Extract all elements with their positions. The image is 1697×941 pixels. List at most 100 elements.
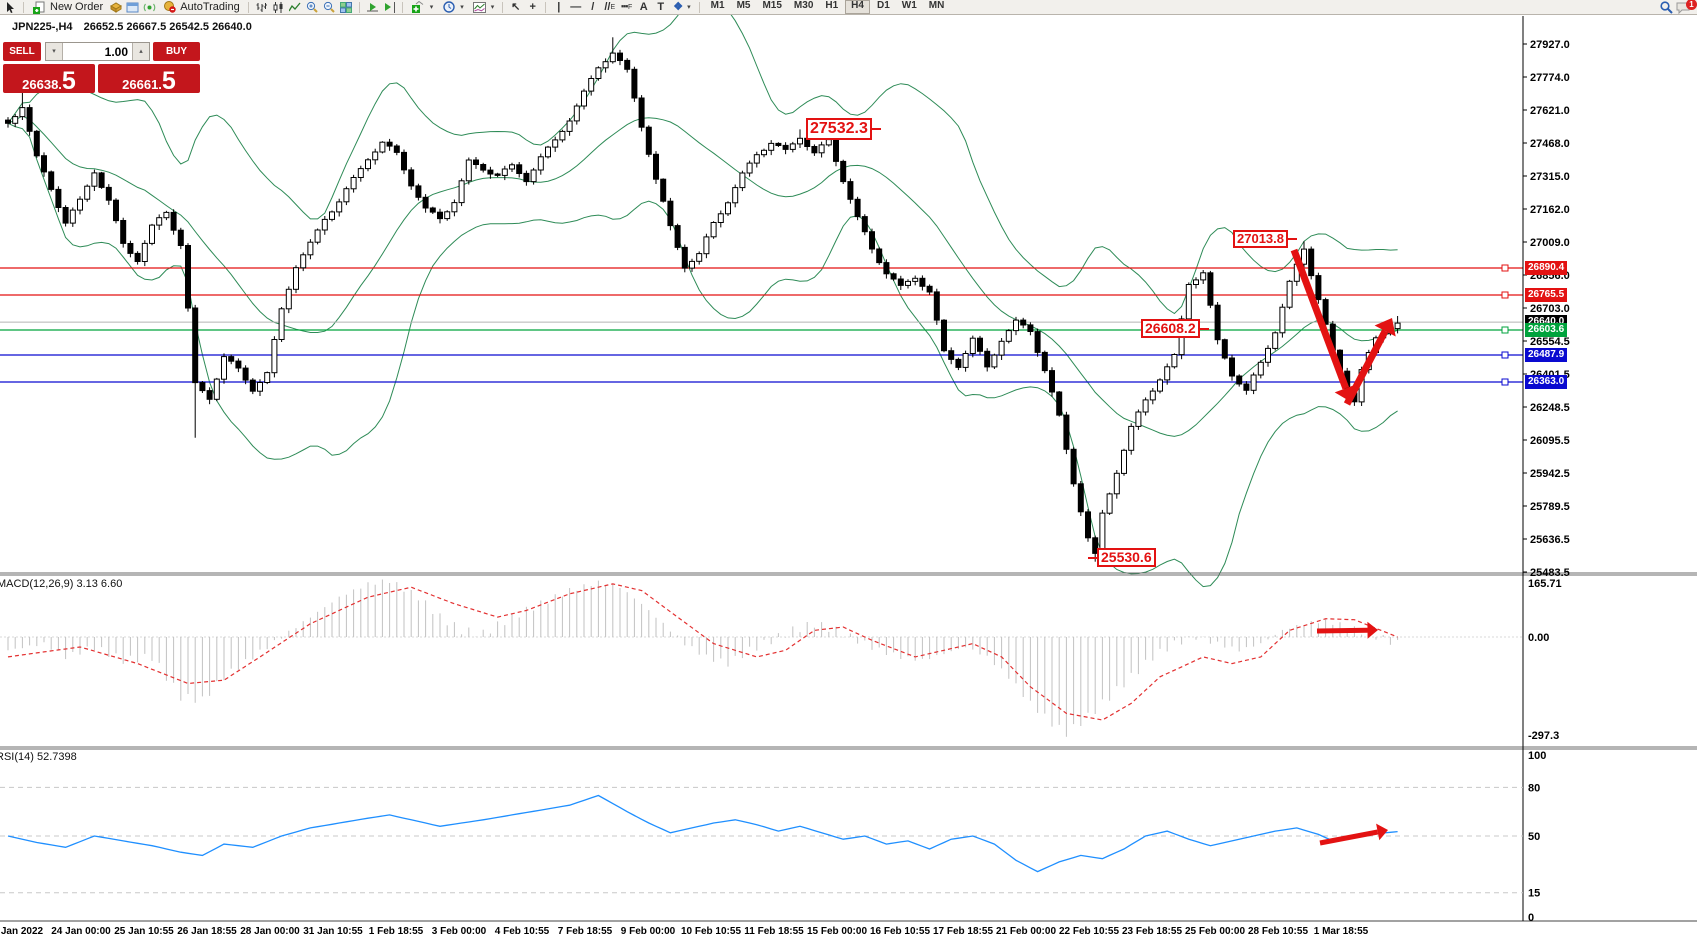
time-axis[interactable] xyxy=(0,921,1523,941)
buy-button[interactable]: BUY xyxy=(153,42,200,61)
channel-tool-icon[interactable]: //E xyxy=(604,0,616,13)
level-price-tag-26363.0[interactable]: 26363.0 xyxy=(1525,374,1568,389)
svg-text:9 Feb 00:00: 9 Feb 00:00 xyxy=(621,926,676,937)
svg-text:25942.5: 25942.5 xyxy=(1530,468,1570,480)
timeframe-button-m15[interactable]: M15 xyxy=(762,0,782,11)
ohlc-values: 26652.5 26667.5 26542.5 26640.0 xyxy=(83,21,252,33)
price-axis[interactable] xyxy=(1523,16,1697,921)
sell-price-tile[interactable]: 26638. 5 xyxy=(3,64,95,95)
toolbar: New Order AutoTrading xyxy=(0,0,1697,15)
market-window-icon[interactable] xyxy=(125,1,140,14)
autoscroll-icon[interactable] xyxy=(365,1,380,14)
price-callout-27013.8[interactable]: 27013.8 xyxy=(1233,230,1297,249)
new-order-button[interactable]: New Order xyxy=(29,1,106,14)
level-price-tag-26890.4[interactable]: 26890.4 xyxy=(1525,260,1568,275)
notifications-button[interactable]: 1 xyxy=(1676,0,1697,14)
svg-text:-297.3: -297.3 xyxy=(1528,730,1559,742)
svg-text:3 Feb 00:00: 3 Feb 00:00 xyxy=(432,926,487,937)
timeframe-buttons: M1 M5 M15 M30 H1 H4 D1 W1 MN xyxy=(705,0,951,14)
autotrading-button[interactable]: AutoTrading xyxy=(159,1,243,14)
svg-text:50: 50 xyxy=(1528,831,1540,843)
chart-box-icon[interactable] xyxy=(108,1,123,14)
callout-anchor-tick xyxy=(1199,327,1209,330)
buy-price-tile[interactable]: 26661. 5 xyxy=(98,64,200,94)
autotrading-label: AutoTrading xyxy=(180,1,240,13)
timeframe-button-m1[interactable]: M1 xyxy=(710,0,725,11)
level-price-tag-26603.6[interactable]: 26603.6 xyxy=(1525,322,1568,337)
new-order-icon xyxy=(32,1,47,14)
vertical-line-tool-icon[interactable]: | xyxy=(557,0,561,13)
svg-text:28 Feb 10:55: 28 Feb 10:55 xyxy=(1248,926,1308,937)
sell-price-main: 26638. xyxy=(22,77,62,92)
level-price-tag-26765.5[interactable]: 26765.5 xyxy=(1525,287,1568,302)
svg-text:26248.5: 26248.5 xyxy=(1530,402,1570,414)
timeframe-button-h4[interactable]: H4 xyxy=(845,0,870,14)
level-price-tag-26487.9[interactable]: 26487.9 xyxy=(1525,347,1568,362)
timeframe-button-m5[interactable]: M5 xyxy=(736,0,751,11)
price-callout-27532.3[interactable]: 27532.3 xyxy=(806,118,881,140)
sell-button[interactable]: SELL xyxy=(3,42,41,61)
dropdown-caret-icon: ▾ xyxy=(460,4,464,11)
indicators-button[interactable]: ▾ xyxy=(408,1,437,14)
periods-button[interactable]: ▾ xyxy=(438,1,467,14)
bar-chart-type-icon[interactable] xyxy=(254,1,269,14)
price-callout-26608.2[interactable]: 26608.2 xyxy=(1141,319,1209,339)
svg-text:27468.0: 27468.0 xyxy=(1530,138,1570,150)
separator xyxy=(545,1,547,13)
svg-text:25 Jan 10:55: 25 Jan 10:55 xyxy=(114,926,174,937)
svg-text:4 Feb 10:55: 4 Feb 10:55 xyxy=(495,926,550,937)
search-icon[interactable] xyxy=(1659,0,1674,14)
separator xyxy=(23,1,24,13)
volume-input[interactable] xyxy=(63,43,132,60)
zoom-out-icon[interactable] xyxy=(322,1,337,14)
timeframe-button-mn[interactable]: MN xyxy=(928,0,945,11)
horizontal-line-tool-icon[interactable]: — xyxy=(570,0,582,13)
template-icon xyxy=(472,1,487,14)
price-callout-25530.6[interactable]: 25530.6 xyxy=(1088,548,1156,568)
text-tool-icon[interactable]: A xyxy=(639,0,648,13)
svg-text:21 Feb 00:00: 21 Feb 00:00 xyxy=(996,926,1056,937)
callout-anchor-tick xyxy=(1088,556,1097,559)
trendline-tool-icon[interactable]: / xyxy=(591,0,595,13)
svg-text:25636.5: 25636.5 xyxy=(1530,534,1570,546)
callout-anchor-tick xyxy=(1288,238,1297,241)
svg-text:22 Feb 10:55: 22 Feb 10:55 xyxy=(1059,926,1119,937)
new-order-label: New Order xyxy=(50,1,104,13)
volume-increase-button[interactable]: ▴ xyxy=(132,43,149,60)
chart-shift-icon[interactable] xyxy=(382,1,397,14)
timeframe-button-h1[interactable]: H1 xyxy=(825,0,839,11)
macd-indicator-label: MACD(12,26,9) 3.13 6.60 xyxy=(0,578,123,590)
volume-spinner: ▾ ▴ xyxy=(45,42,150,61)
svg-text:27162.0: 27162.0 xyxy=(1530,204,1570,216)
svg-text:1 Mar 18:55: 1 Mar 18:55 xyxy=(1314,926,1369,937)
svg-text:26703.0: 26703.0 xyxy=(1530,303,1570,315)
timeframe-button-w1[interactable]: W1 xyxy=(901,0,917,11)
line-chart-type-icon[interactable] xyxy=(288,1,303,14)
dropdown-caret-icon: ▾ xyxy=(429,4,434,11)
svg-text:27927.0: 27927.0 xyxy=(1530,39,1570,51)
svg-text:26 Jan 18:55: 26 Jan 18:55 xyxy=(177,926,237,937)
timeframe-button-d1[interactable]: D1 xyxy=(876,0,890,11)
zoom-in-icon[interactable] xyxy=(305,1,320,14)
candlestick-type-icon[interactable] xyxy=(271,1,286,14)
templates-button[interactable]: ▾ xyxy=(469,1,498,14)
svg-text:100: 100 xyxy=(1528,750,1546,762)
svg-text:11 Feb 18:55: 11 Feb 18:55 xyxy=(744,926,804,937)
fibonacci-tool-icon[interactable]: ┅ F xyxy=(621,0,633,13)
chart-header: JPN225-,H4 26652.5 26667.5 26542.5 26640… xyxy=(12,21,252,33)
cursor-tool-icon[interactable]: ↖ xyxy=(511,0,521,13)
arrows-tool-button[interactable]: ❖ ▾ xyxy=(673,0,691,13)
notification-badge: 1 xyxy=(1686,0,1697,10)
svg-text:31 Jan 10:55: 31 Jan 10:55 xyxy=(303,926,363,937)
crosshair-tool-icon[interactable]: + xyxy=(529,0,536,13)
signal-icon[interactable] xyxy=(142,1,157,14)
tile-windows-icon[interactable] xyxy=(339,1,354,14)
timeframe-button-m30[interactable]: M30 xyxy=(793,0,814,11)
svg-text:1 Feb 18:55: 1 Feb 18:55 xyxy=(369,926,424,937)
pointer-icon[interactable] xyxy=(3,1,18,14)
volume-decrease-button[interactable]: ▾ xyxy=(46,43,63,60)
text-label-tool-icon[interactable]: T xyxy=(657,0,665,13)
sell-price-big-digit: 5 xyxy=(61,67,76,95)
dropdown-caret-icon: ▾ xyxy=(490,4,495,11)
